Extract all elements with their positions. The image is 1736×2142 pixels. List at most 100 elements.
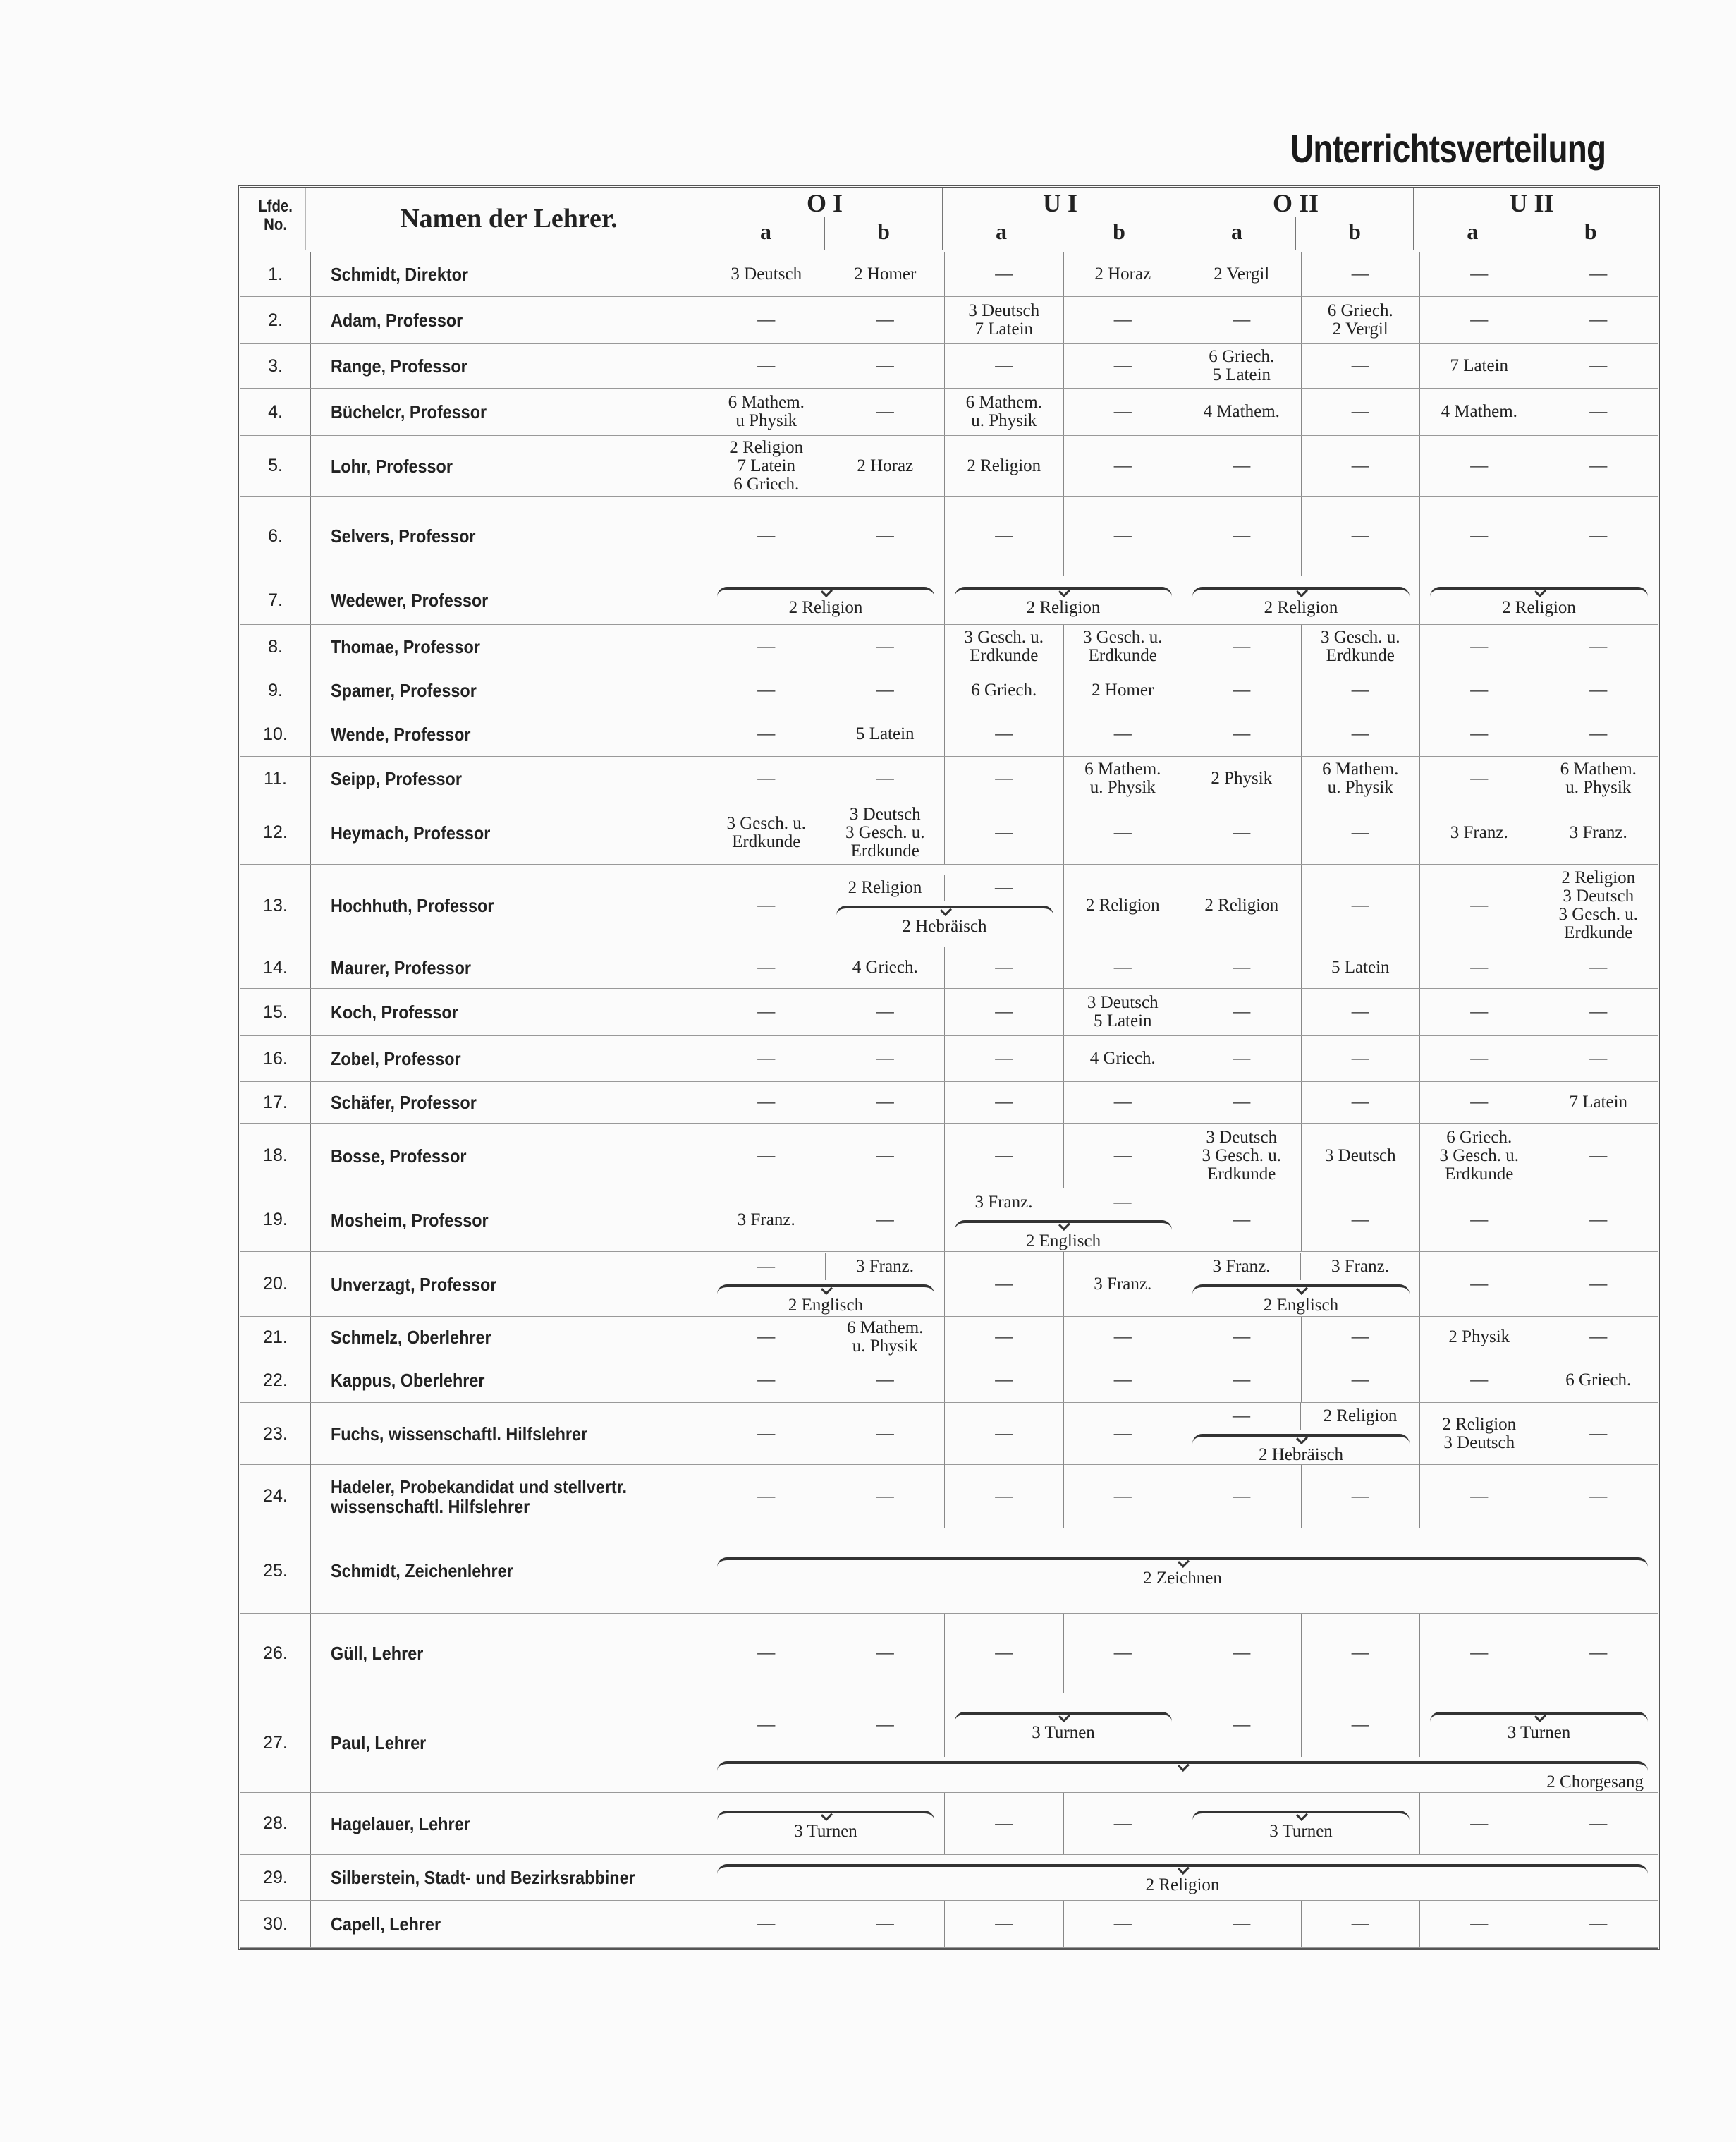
teacher-name-text: Fuchs, wissenschaftl. Hilfslehrer <box>331 1423 588 1444</box>
row-number: 21. <box>240 1317 311 1358</box>
lesson-cells: — — — —6 Griech. 5 Latein —7 Latein — <box>707 344 1658 388</box>
lesson-cell: — <box>1589 1813 1608 1833</box>
lesson-cell: 7 Latein <box>1569 1093 1628 1112</box>
lesson-cell: — <box>1589 1274 1608 1294</box>
lesson-cells: — — —6 Mathem. u. Physik 2 Physik 6 Mathem. … <box>707 757 1658 801</box>
header-group-oii: O II a b <box>1178 188 1414 250</box>
sub-a: a <box>943 217 1060 250</box>
brace-mark <box>717 1864 1648 1874</box>
teacher-name-text: Güll, Lehrer <box>331 1643 424 1664</box>
lesson-cells: — —3 Gesch. u. Erdkunde 3 Gesch. u. Erdkun… <box>707 625 1658 669</box>
lesson-cells: 6 Mathem. u Physik —6 Mathem. u. Physik —4… <box>707 389 1658 435</box>
lesson-cell: — <box>1302 865 1420 947</box>
lesson-cell: 2 Homer <box>826 252 945 296</box>
lesson-cell: — <box>1064 1358 1182 1402</box>
teacher-name: Capell, Lehrer <box>311 1901 707 1947</box>
lesson-cell: — <box>826 669 945 712</box>
lesson-cell: 2 Religion 3 Deutsch 3 Gesch. u. Erdkund… <box>1558 868 1638 942</box>
lesson-cell: — <box>1420 947 1539 988</box>
split-cells: — 2 Religion <box>1182 1403 1419 1430</box>
row-number: 10. <box>240 712 311 756</box>
lesson-cell: 3 Gesch. u. Erdkunde <box>1064 625 1182 669</box>
lesson-cell: 2 Religion 3 Deutsch <box>1420 1403 1539 1465</box>
teacher-name: Wedewer, Professor <box>311 576 707 624</box>
lesson-cell: — <box>1420 1036 1539 1081</box>
lesson-cell: 6 Griech. 3 Gesch. u. Erdkunde <box>1420 1124 1539 1188</box>
combined-lesson-label: 2 Religion <box>1145 1875 1220 1894</box>
lesson-cell: 3 Franz. <box>1420 801 1539 864</box>
lesson-cell: — <box>707 1358 826 1402</box>
brace-mark <box>1192 1284 1410 1294</box>
table-row: 7. Wedewer, Professor 2 Religion 2 Religion… <box>240 576 1658 625</box>
lesson-cell: 2 Religion <box>1182 865 1302 947</box>
teacher-name: Range, Professor <box>311 344 707 388</box>
brace-mark <box>836 906 1053 915</box>
lesson-cell: — <box>707 712 826 756</box>
teacher-name: Koch, Professor <box>311 989 707 1035</box>
lesson-cell: — <box>1182 497 1302 576</box>
teacher-name-text: Zobel, Professor <box>331 1048 461 1069</box>
lesson-cells: 2 Religion 7 Latein 6 Griech. 2 Horaz 2 Re… <box>707 436 1658 496</box>
combined-lesson: 3 Turnen <box>1420 1693 1658 1757</box>
lesson-cell: — <box>1302 1901 1420 1947</box>
row-number: 2. <box>240 297 311 343</box>
teacher-name: Schmidt, Direktor <box>311 252 707 296</box>
lesson-cell: — <box>945 252 1064 296</box>
lesson-cell: — <box>945 801 1064 864</box>
lesson-cell: — <box>707 625 826 669</box>
lesson-cell: — <box>826 625 945 669</box>
lesson-cell: — <box>1302 344 1420 388</box>
lesson-cell: 3 Deutsch 5 Latein <box>1064 989 1182 1035</box>
lesson-cell: — <box>1589 310 1608 329</box>
lesson-cells: — — — — — — —6 Griech. <box>707 1358 1658 1402</box>
teacher-name-text: Lohr, Professor <box>331 455 453 477</box>
lesson-cell: — <box>1589 1049 1608 1068</box>
lesson-cell: — <box>1420 865 1539 947</box>
brace-mark <box>1192 587 1410 597</box>
brace-mark <box>717 1810 934 1820</box>
lesson-cell: 4 Mathem. <box>1182 389 1302 435</box>
lesson-cell: — <box>1064 801 1182 864</box>
lesson-cell: — <box>945 947 1064 988</box>
row-number: 6. <box>240 497 311 576</box>
teacher-name-text: Wedewer, Professor <box>331 590 489 611</box>
lesson-cell: — <box>945 1124 1064 1188</box>
lesson-cell: — <box>707 1465 826 1528</box>
combined-lesson: — 2 Religion 2 Hebräisch <box>1182 1403 1420 1465</box>
teacher-name: Schmelz, Oberlehrer <box>311 1317 707 1358</box>
table-row: 23. Fuchs, wissenschaftl. Hilfslehrer — — — —… <box>240 1403 1658 1465</box>
teacher-name: Mosheim, Professor <box>311 1188 707 1251</box>
lesson-cell: — <box>1420 712 1539 756</box>
teacher-name-text: Maurer, Professor <box>331 957 471 978</box>
lesson-cell: 2 Physik <box>1420 1317 1539 1358</box>
lesson-cell: — <box>1589 958 1608 977</box>
lesson-cell: — <box>1302 1036 1420 1081</box>
row-number: 24. <box>240 1465 311 1528</box>
sub-b: b <box>1348 219 1361 244</box>
lesson-cell: — <box>707 297 826 343</box>
lesson-cell: — <box>1182 1403 1301 1430</box>
combined-lesson: 3 Franz. — 2 Englisch <box>945 1188 1182 1251</box>
header-group-uii: U II a b <box>1414 188 1649 250</box>
combined-lesson: 3 Turnen <box>1182 1793 1420 1854</box>
lesson-cell: — <box>1302 1614 1420 1693</box>
lesson-cells: 3 Gesch. u. Erdkunde 3 Deutsch 3 Gesch. u… <box>707 801 1658 864</box>
table-row: 21. Schmelz, Oberlehrer —6 Mathem. u. Phys… <box>240 1317 1658 1358</box>
lesson-cell: 3 Gesch. u. Erdkunde <box>945 625 1064 669</box>
lesson-cell: — <box>1420 1793 1539 1854</box>
lesson-cell: — <box>1589 1210 1608 1229</box>
lesson-cell: — <box>1182 436 1302 496</box>
lesson-cell: — <box>1420 989 1539 1035</box>
lesson-cell: — <box>1302 1358 1420 1402</box>
lesson-cells: — — —3 Deutsch 5 Latein — — — — <box>707 989 1658 1035</box>
sub-b: b <box>1113 219 1125 244</box>
teacher-name-text: Paul, Lehrer <box>331 1732 427 1753</box>
lesson-cell: — <box>1182 712 1302 756</box>
group-name: O II <box>1272 189 1319 217</box>
table-row: 30. Capell, Lehrer — — — — — — — — <box>240 1901 1658 1948</box>
lesson-cell: — <box>1420 1188 1539 1251</box>
lesson-cell: — <box>1420 1082 1539 1123</box>
